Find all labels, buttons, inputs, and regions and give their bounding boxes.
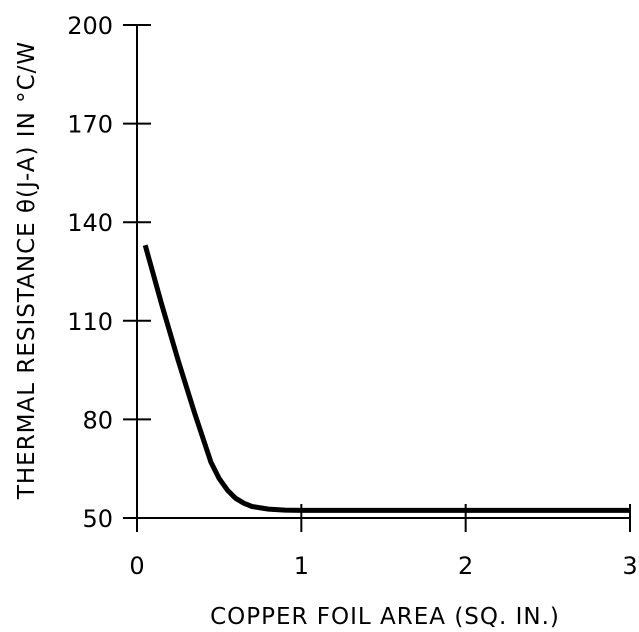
y-tick-label: 170 [67,111,113,139]
x-ticks: 0 1 2 3 [129,504,638,580]
x-tick-label: 1 [294,552,309,580]
series-layer [142,244,630,513]
x-tick-label: 2 [458,552,473,580]
y-tick-label: 200 [67,12,113,40]
series-line [142,244,630,513]
x-tick-label: 0 [129,552,144,580]
y-tick-label: 110 [67,308,113,336]
x-tick-label: 3 [622,552,637,580]
y-axis-title: THERMAL RESISTANCE θ(J-A) IN °C/W [14,41,40,500]
y-tick-label: 80 [82,406,113,434]
axes [136,25,630,519]
y-ticks: 50 80 110 140 170 200 [67,12,151,533]
y-tick-label: 140 [67,209,113,237]
y-tick-label: 50 [82,505,113,533]
x-axis-title: COPPER FOIL AREA (SQ. IN.) [210,604,560,630]
